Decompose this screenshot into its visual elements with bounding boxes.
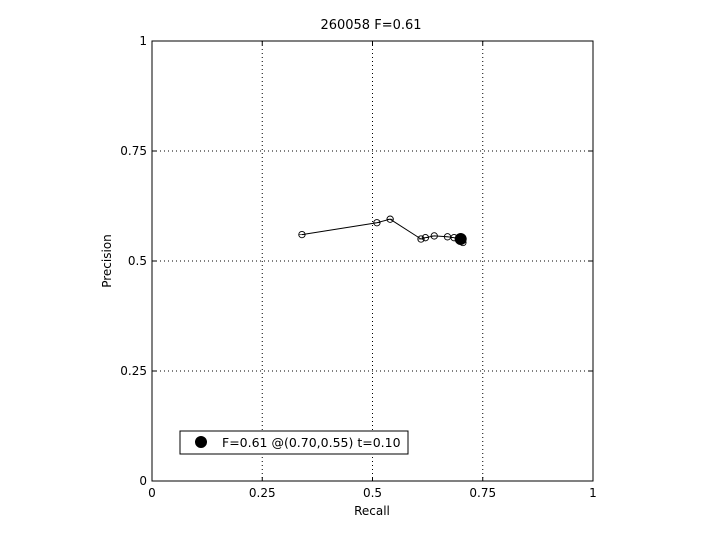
y-tick-label: 0.75 xyxy=(120,144,147,158)
best-f-point xyxy=(454,233,467,245)
legend-label: F=0.61 @(0.70,0.55) t=0.10 xyxy=(222,435,401,450)
x-tick-label: 0.5 xyxy=(363,486,382,500)
axis-ticks: 0 0.25 0.5 0.75 1 0 0.25 0.5 0.75 1 xyxy=(120,34,597,500)
legend-box xyxy=(179,430,409,455)
legend-marker xyxy=(195,436,207,448)
chart-title: 260058 F=0.61 xyxy=(320,18,421,33)
y-tick-label: 1 xyxy=(139,34,147,48)
x-tick-label: 1 xyxy=(589,486,597,500)
x-tick-label: 0 xyxy=(148,486,156,500)
y-tick-label: 0.5 xyxy=(128,254,147,268)
y-axis-label: Precision xyxy=(100,234,114,288)
x-tick-label: 0.75 xyxy=(469,486,496,500)
legend: F=0.61 @(0.70,0.55) t=0.10 xyxy=(179,430,409,455)
series-line xyxy=(301,218,464,243)
x-axis-label: Recall xyxy=(354,504,390,518)
grid xyxy=(152,41,593,481)
x-tick-label: 0.25 xyxy=(249,486,276,500)
y-tick-label: 0 xyxy=(139,474,147,488)
y-tick-label: 0.25 xyxy=(120,364,147,378)
series-layer xyxy=(298,215,467,247)
